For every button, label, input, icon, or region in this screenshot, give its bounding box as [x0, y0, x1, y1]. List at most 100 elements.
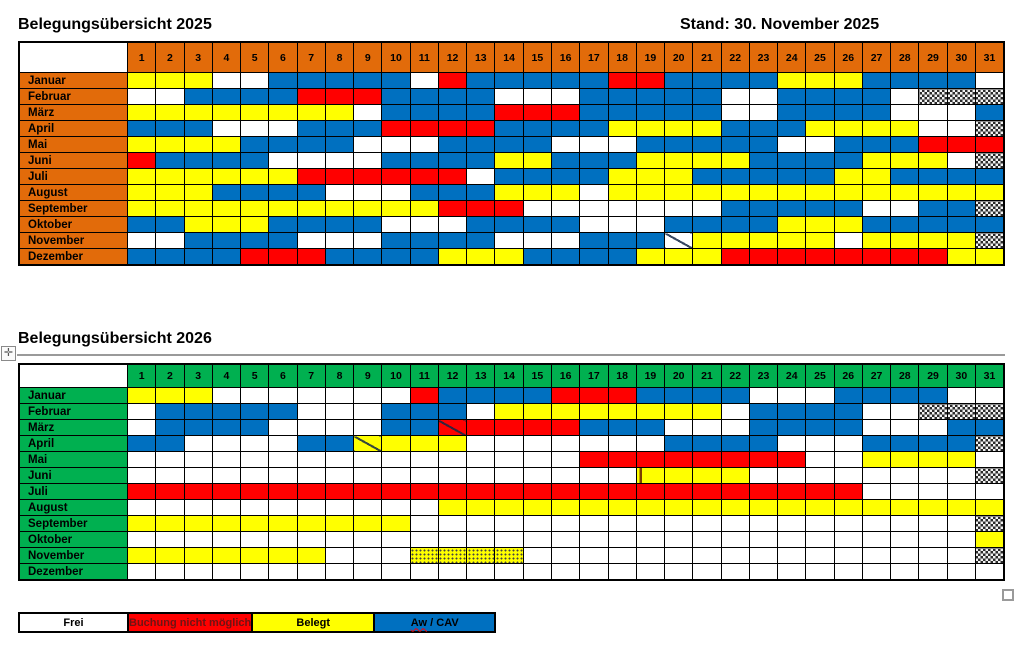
day-cell[interactable]	[494, 216, 524, 233]
day-cell[interactable]	[918, 451, 948, 468]
day-cell[interactable]	[805, 104, 835, 121]
day-header[interactable]: 6	[268, 363, 298, 388]
day-header[interactable]: 14	[494, 363, 524, 388]
day-cell[interactable]	[635, 168, 666, 185]
day-cell[interactable]	[409, 104, 439, 121]
day-cell[interactable]	[748, 232, 779, 249]
day-cell[interactable]	[522, 104, 552, 121]
day-cell[interactable]	[635, 387, 666, 404]
day-cell[interactable]	[381, 216, 411, 233]
day-cell[interactable]	[550, 232, 581, 249]
day-cell[interactable]	[437, 467, 468, 484]
day-cell[interactable]	[437, 435, 468, 452]
day-cell[interactable]	[692, 387, 722, 404]
day-cell[interactable]	[748, 72, 779, 89]
day-cell[interactable]	[607, 451, 637, 468]
day-cell[interactable]	[635, 136, 666, 153]
day-cell[interactable]	[211, 88, 242, 105]
day-cell[interactable]	[381, 200, 411, 217]
day-cell[interactable]	[777, 451, 807, 468]
day-cell[interactable]	[918, 88, 948, 105]
day-cell[interactable]	[296, 531, 326, 548]
day-cell[interactable]	[861, 120, 892, 137]
day-cell[interactable]	[522, 531, 552, 548]
day-cell[interactable]	[211, 499, 242, 516]
month-label[interactable]: Juli	[18, 483, 128, 500]
day-cell[interactable]	[296, 184, 326, 201]
day-cell[interactable]	[409, 88, 439, 105]
day-cell[interactable]	[550, 248, 581, 266]
day-cell[interactable]	[664, 387, 694, 404]
day-cell[interactable]	[126, 248, 157, 266]
day-cell[interactable]	[918, 104, 948, 121]
corner-cell[interactable]	[18, 41, 128, 73]
day-cell[interactable]	[240, 547, 270, 564]
day-cell[interactable]	[890, 435, 920, 452]
day-cell[interactable]	[126, 216, 157, 233]
day-cell[interactable]	[437, 184, 468, 201]
day-cell[interactable]	[579, 248, 609, 266]
day-header[interactable]: 30	[946, 41, 976, 73]
day-header[interactable]: 31	[974, 363, 1005, 388]
day-cell[interactable]	[126, 104, 157, 121]
day-cell[interactable]	[550, 547, 581, 564]
day-cell[interactable]	[692, 419, 722, 436]
day-cell[interactable]	[664, 563, 694, 581]
day-cell[interactable]	[296, 104, 326, 121]
day-cell[interactable]	[268, 200, 298, 217]
day-cell[interactable]	[918, 72, 948, 89]
day-header[interactable]: 25	[805, 363, 835, 388]
day-cell[interactable]	[126, 152, 157, 169]
day-cell[interactable]	[183, 72, 213, 89]
day-cell[interactable]	[268, 435, 298, 452]
day-cell[interactable]	[805, 451, 835, 468]
day-cell[interactable]	[748, 547, 779, 564]
day-cell[interactable]	[805, 88, 835, 105]
day-header[interactable]: 24	[777, 41, 807, 73]
day-cell[interactable]	[296, 168, 326, 185]
day-cell[interactable]	[833, 216, 863, 233]
day-cell[interactable]	[918, 499, 948, 516]
day-cell[interactable]	[635, 88, 666, 105]
day-cell[interactable]	[805, 152, 835, 169]
day-cell[interactable]	[833, 515, 863, 532]
day-cell[interactable]	[211, 184, 242, 201]
day-cell[interactable]	[240, 435, 270, 452]
day-cell[interactable]	[155, 136, 185, 153]
day-cell[interactable]	[607, 72, 637, 89]
day-header[interactable]: 7	[296, 41, 326, 73]
day-cell[interactable]	[890, 419, 920, 436]
day-cell[interactable]	[494, 499, 524, 516]
day-cell[interactable]	[466, 435, 496, 452]
day-cell[interactable]	[183, 499, 213, 516]
day-cell[interactable]	[494, 419, 524, 436]
day-cell[interactable]	[268, 515, 298, 532]
day-cell[interactable]	[720, 72, 750, 89]
day-cell[interactable]	[353, 451, 383, 468]
day-cell[interactable]	[861, 387, 892, 404]
day-cell[interactable]	[409, 200, 439, 217]
day-cell[interactable]	[437, 136, 468, 153]
day-cell[interactable]	[324, 499, 355, 516]
day-cell[interactable]	[155, 88, 185, 105]
day-cell[interactable]	[324, 451, 355, 468]
day-cell[interactable]	[748, 216, 779, 233]
day-cell[interactable]	[268, 467, 298, 484]
day-cell[interactable]	[946, 419, 976, 436]
day-header[interactable]: 30	[946, 363, 976, 388]
day-header[interactable]: 16	[550, 41, 581, 73]
day-cell[interactable]	[720, 435, 750, 452]
day-cell[interactable]	[550, 168, 581, 185]
day-cell[interactable]	[946, 152, 976, 169]
day-cell[interactable]	[240, 563, 270, 581]
day-cell[interactable]	[240, 216, 270, 233]
day-cell[interactable]	[890, 232, 920, 249]
day-header[interactable]: 13	[466, 41, 496, 73]
day-cell[interactable]	[211, 403, 242, 420]
day-cell[interactable]	[437, 563, 468, 581]
day-cell[interactable]	[635, 184, 666, 201]
day-cell[interactable]	[324, 387, 355, 404]
day-cell[interactable]	[324, 435, 355, 452]
month-label[interactable]: Mai	[18, 451, 128, 468]
day-cell[interactable]	[522, 120, 552, 137]
